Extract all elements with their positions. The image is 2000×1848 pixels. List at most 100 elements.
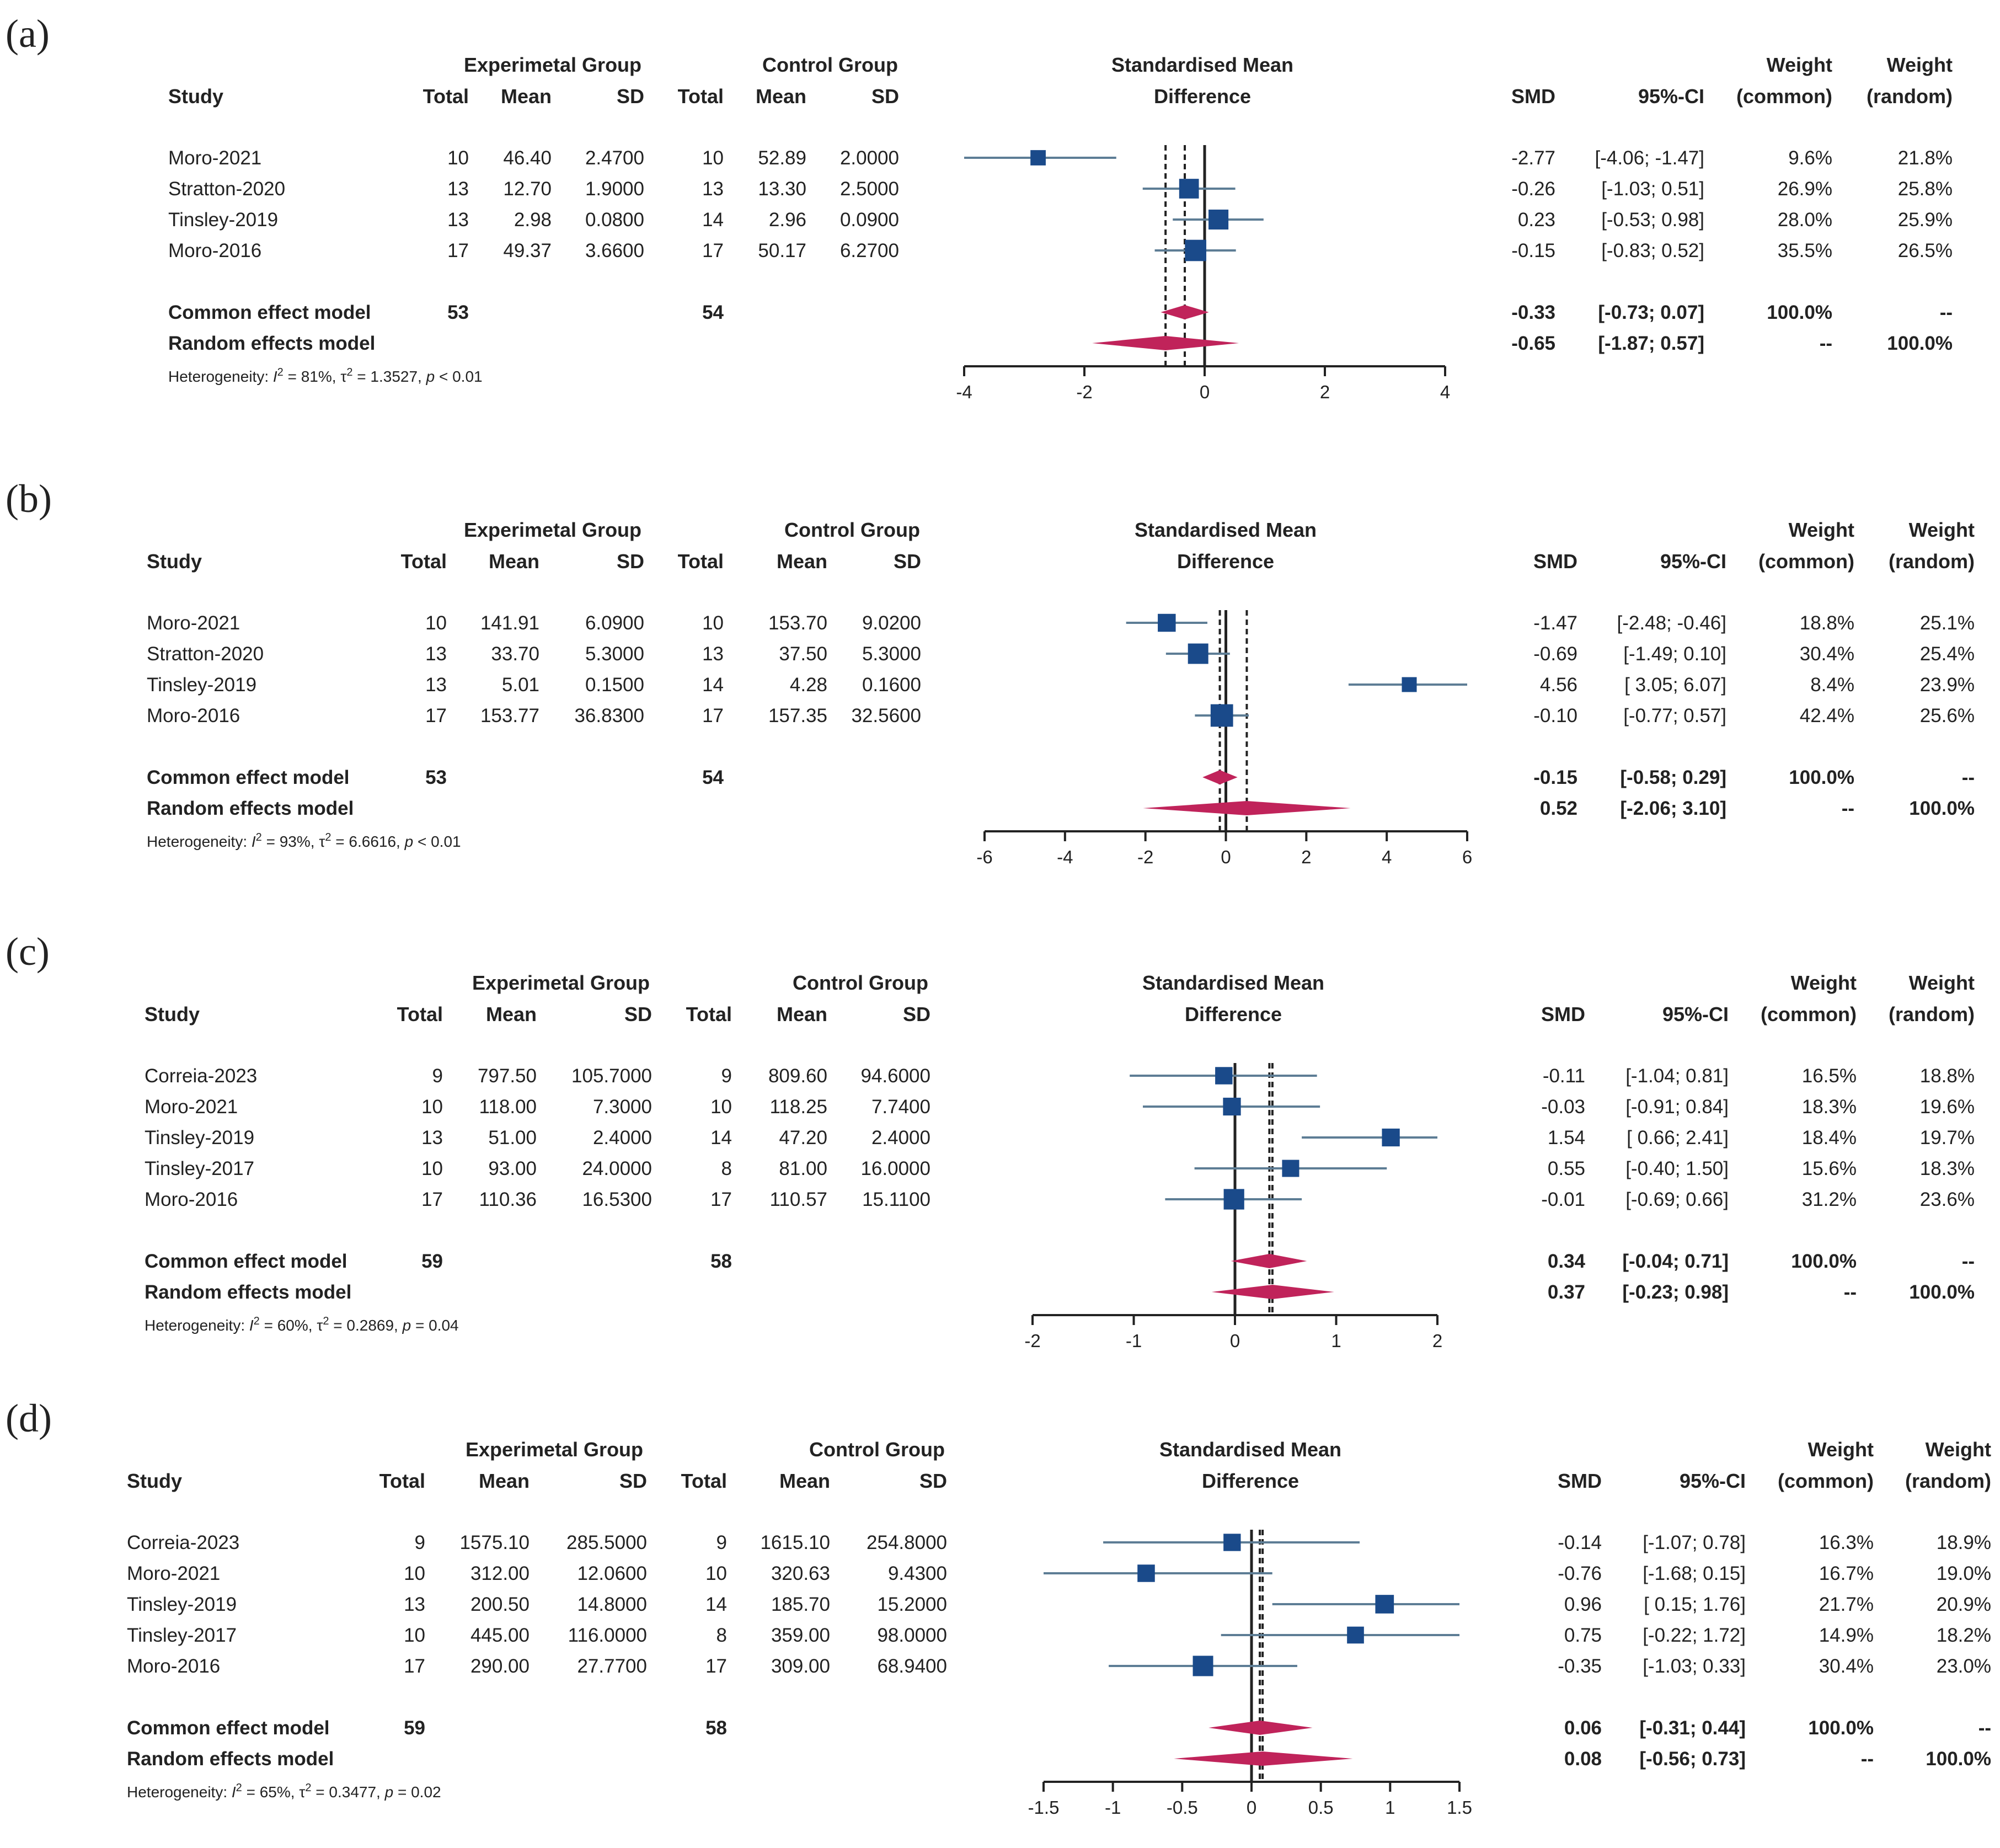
het-part: = 0.2869, — [329, 1317, 403, 1334]
exp-sd: 285.5000 — [566, 1532, 647, 1553]
het-part: = 0.04 — [411, 1317, 458, 1334]
study-row: Moro-2021 10 141.91 6.0900 10 153.70 9.0200 -1.… — [147, 612, 1975, 634]
ctrl-sd: 9.0200 — [862, 612, 921, 634]
random-effects-smd: 0.37 — [1548, 1281, 1585, 1303]
ctrl-sd: 15.2000 — [877, 1594, 947, 1615]
random-effects-weight-common: -- — [1861, 1748, 1874, 1770]
header-study: Study — [147, 550, 202, 573]
x-tick-label: -6 — [976, 847, 992, 867]
smd-value: -0.14 — [1558, 1532, 1602, 1553]
header-ctrl-sd: SD — [894, 550, 921, 573]
header-experimental-group: Experimetal Group — [464, 519, 641, 541]
common-effect-weight-random: -- — [1940, 302, 1953, 323]
random-effects-ci: [-0.23; 0.98] — [1622, 1281, 1729, 1303]
random-effects-row: Random effects model 0.08 [-0.56; 0.73] -- 1… — [127, 1748, 1991, 1770]
smd-value: 0.23 — [1518, 209, 1555, 231]
header-exp-total: Total — [379, 1470, 425, 1492]
het-part: 2 — [236, 1782, 242, 1794]
exp-sd: 1.9000 — [585, 178, 644, 200]
x-tick-label: 2 — [1432, 1331, 1442, 1351]
het-part: τ — [299, 1783, 305, 1801]
exp-sd: 0.0800 — [585, 209, 644, 231]
smd-value: 0.75 — [1564, 1625, 1602, 1646]
exp-mean: 2.98 — [514, 209, 552, 231]
study-name: Tinsley-2019 — [168, 209, 278, 231]
ctrl-total: 14 — [702, 674, 724, 696]
exp-mean: 110.36 — [479, 1189, 537, 1210]
het-part: p — [402, 1317, 411, 1334]
exp-mean: 797.50 — [478, 1065, 537, 1087]
smd-value: 0.96 — [1564, 1594, 1602, 1615]
effect-square — [1210, 704, 1233, 727]
header-experimental-group: Experimetal Group — [464, 54, 641, 76]
weight-common: 18.8% — [1800, 612, 1854, 634]
exp-total: 13 — [447, 209, 469, 231]
weight-common: 30.4% — [1819, 1655, 1874, 1677]
header-common: (common) — [1758, 550, 1854, 573]
ctrl-mean: 37.50 — [779, 643, 827, 665]
ci-value: [-0.22; 1.72] — [1643, 1625, 1746, 1646]
random-effects-row: Random effects model 0.37 [-0.23; 0.98] -- 1… — [145, 1281, 1975, 1303]
x-tick-label: -1.5 — [1028, 1797, 1060, 1818]
study-name: Moro-2021 — [145, 1096, 238, 1118]
het-part: I — [232, 1783, 236, 1801]
exp-mean: 12.70 — [503, 178, 552, 200]
ctrl-total: 17 — [705, 1655, 727, 1677]
exp-total: 13 — [447, 178, 469, 200]
header-experimental-group: Experimetal Group — [466, 1438, 643, 1461]
header-weight-common: Weight — [1808, 1438, 1874, 1461]
ci-value: [-1.07; 0.78] — [1643, 1532, 1746, 1553]
header-control-group: Control Group — [762, 54, 898, 76]
common-effect-smd: -0.33 — [1511, 302, 1555, 323]
header-exp-mean: Mean — [479, 1470, 530, 1492]
study-row: Correia-2023 9 1575.10 285.5000 9 1615.10 254.… — [127, 1532, 1991, 1553]
common-effect-weight-common: 100.0% — [1808, 1717, 1874, 1739]
header-effect-line2: Difference — [1177, 550, 1274, 573]
het-part: 2 — [305, 1782, 311, 1794]
study-name: Moro-2021 — [127, 1563, 220, 1584]
header-effect-line2: Difference — [1202, 1470, 1299, 1492]
header-ctrl-sd: SD — [919, 1470, 947, 1492]
header-effect-line2: Difference — [1185, 1003, 1282, 1026]
study-row: Tinsley-2019 13 2.98 0.0800 14 2.96 0.0900 0.23… — [168, 209, 1953, 231]
common-effect-weight-common: 100.0% — [1791, 1251, 1857, 1272]
common-effect-row: Common effect model 59 58 0.06 [-0.31; 0.44]… — [127, 1717, 1991, 1739]
random-effects-smd: 0.52 — [1540, 798, 1577, 819]
common-effect-smd: -0.15 — [1533, 767, 1577, 788]
header-smd: SMD — [1541, 1003, 1585, 1026]
ctrl-total: 9 — [721, 1065, 732, 1087]
x-tick-label: 4 — [1440, 382, 1450, 402]
header-ci: 95%-CI — [1638, 85, 1704, 108]
exp-total: 13 — [425, 643, 447, 665]
effect-square — [1347, 1626, 1364, 1644]
ctrl-mean: 13.30 — [758, 178, 806, 200]
header-ci: 95%-CI — [1680, 1470, 1746, 1492]
exp-mean: 153.77 — [480, 705, 539, 727]
header-smd: SMD — [1511, 85, 1555, 108]
exp-total: 17 — [421, 1189, 443, 1210]
het-part: = 93%, — [262, 833, 319, 850]
exp-sd: 116.0000 — [568, 1625, 647, 1646]
weight-random: 18.3% — [1920, 1158, 1975, 1179]
smd-value: -0.03 — [1541, 1096, 1585, 1118]
exp-mean: 5.01 — [502, 674, 539, 696]
exp-sd: 0.1500 — [585, 674, 644, 696]
weight-common: 9.6% — [1788, 147, 1832, 169]
header-weight-random: Weight — [1887, 54, 1953, 76]
common-effect-row: Common effect model 59 58 0.34 [-0.04; 0.71]… — [145, 1251, 1975, 1272]
smd-value: -0.35 — [1558, 1655, 1602, 1677]
weight-random: 25.1% — [1920, 612, 1975, 634]
common-effect-ci: [-0.04; 0.71] — [1622, 1251, 1729, 1272]
het-part: = 81%, — [284, 368, 341, 385]
exp-sd: 36.8300 — [574, 705, 644, 727]
ctrl-total: 10 — [705, 1563, 727, 1584]
random-effects-diamond — [1174, 1751, 1353, 1766]
heterogeneity-text: Heterogeneity: I2 = 65%, τ2 = 0.3477, p … — [127, 1782, 441, 1801]
ci-value: [-4.06; -1.47] — [1595, 147, 1704, 169]
study-row: Moro-2021 10 46.40 2.4700 10 52.89 2.0000 -2.77… — [168, 147, 1953, 169]
header-ctrl-total: Total — [678, 85, 724, 108]
exp-sd: 5.3000 — [585, 643, 644, 665]
smd-value: -0.69 — [1533, 643, 1577, 665]
header-ctrl-mean: Mean — [777, 1003, 827, 1026]
exp-sd: 3.6600 — [585, 240, 644, 261]
